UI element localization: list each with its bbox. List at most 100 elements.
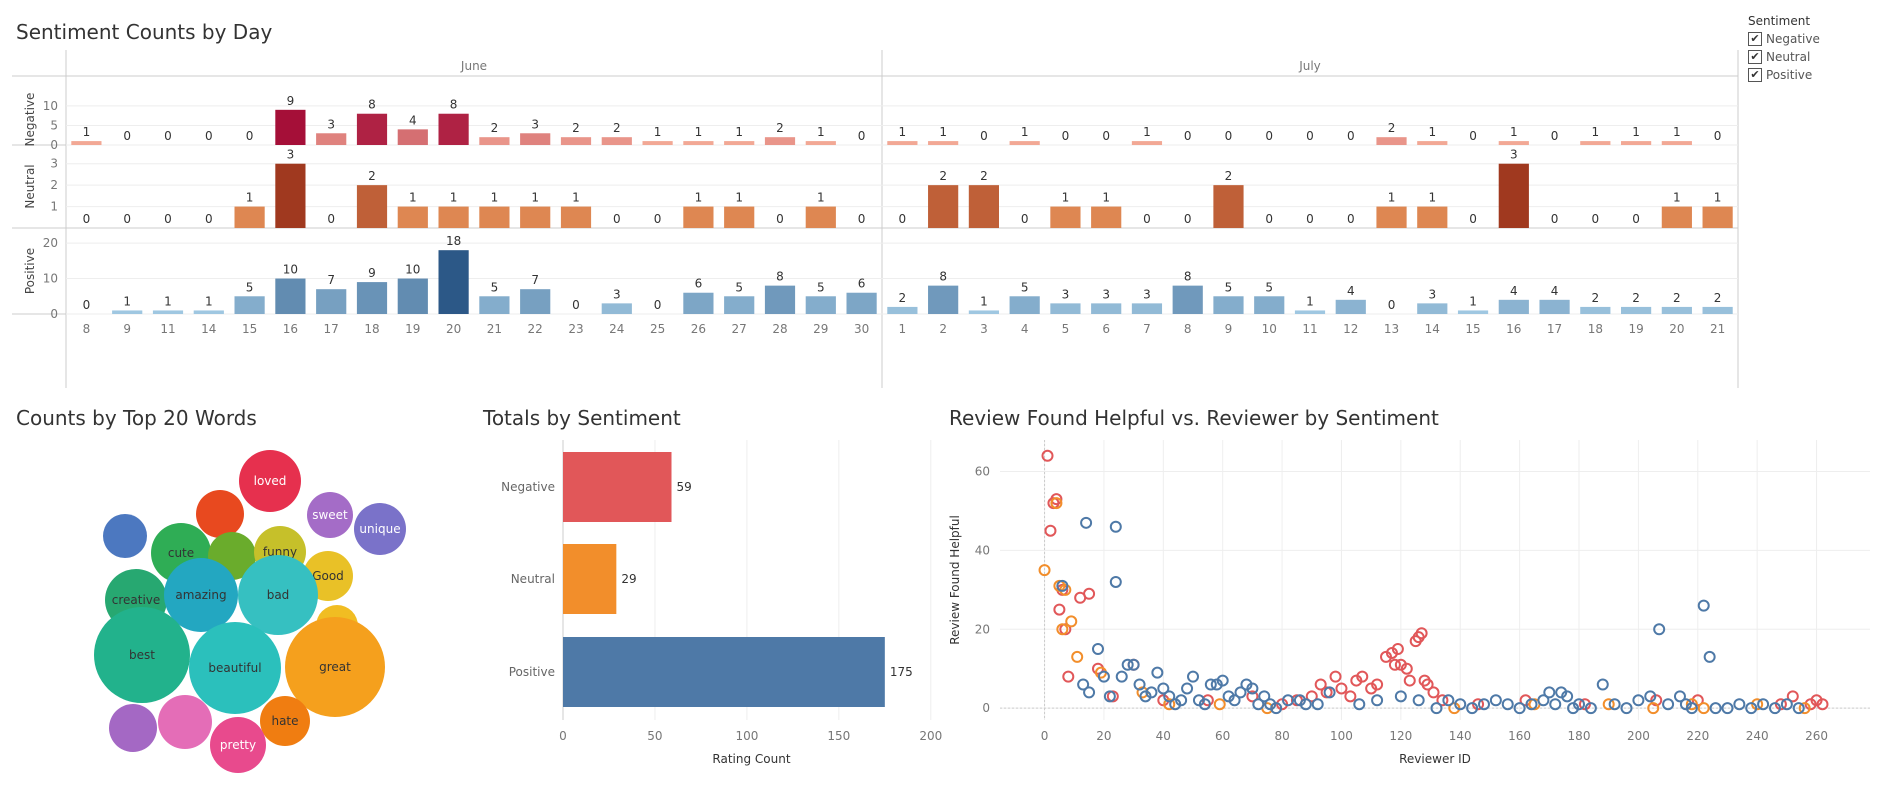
legend-label: Positive [1766, 68, 1813, 82]
data-label: 29 [621, 572, 636, 586]
point-positive [1204, 678, 1217, 691]
point-positive [1584, 702, 1597, 715]
point-negative [1044, 524, 1057, 537]
data-label: 8 [776, 270, 784, 284]
point-positive [1115, 670, 1128, 683]
bar-negative [438, 113, 469, 145]
legend-label: Negative [1766, 32, 1820, 46]
bar-positive [601, 303, 632, 314]
data-label: 1 [695, 125, 703, 139]
point-positive [1489, 694, 1502, 707]
point-positive [1077, 678, 1090, 691]
word-label: sweet [312, 508, 348, 522]
bar-positive [438, 250, 469, 314]
y-tick-label: 2 [50, 178, 58, 192]
bar-neutral [1417, 206, 1448, 228]
x-tick-label: 8 [1184, 322, 1192, 336]
word-bubble [94, 607, 190, 703]
point-positive [1151, 666, 1164, 679]
word-bubble [103, 514, 147, 558]
point-positive [1198, 698, 1211, 711]
y-tick-label: 0 [50, 138, 58, 152]
x-tick-label: 4 [1021, 322, 1029, 336]
data-label: 7 [531, 273, 539, 287]
bar-positive [520, 289, 551, 314]
checkbox-icon[interactable]: ✔ [1748, 32, 1762, 46]
x-tick-label: 29 [813, 322, 828, 336]
x-tick-label: 17 [324, 322, 339, 336]
bar-neutral [1091, 206, 1122, 228]
data-label: 0 [205, 129, 213, 143]
bar-negative [520, 133, 551, 145]
data-label: 0 [654, 298, 662, 312]
panel-label: Neutral [23, 164, 37, 208]
point-negative [1041, 449, 1054, 462]
word-bubble [210, 717, 266, 773]
data-label: 10 [405, 263, 420, 277]
data-label: 3 [1428, 287, 1436, 301]
point-positive [1549, 698, 1562, 711]
data-label: 3 [613, 287, 621, 301]
x-tick-label: 23 [568, 322, 583, 336]
bar-positive [1661, 306, 1692, 314]
point-negative [1436, 694, 1449, 707]
bar-positive [1131, 303, 1163, 314]
legend-item-negative[interactable]: ✔ Negative [1748, 30, 1820, 48]
point-positive [1258, 690, 1271, 703]
word-label: best [129, 648, 155, 662]
data-label: 1 [1714, 191, 1722, 205]
point-negative [1786, 690, 1799, 703]
bar-neutral [1702, 206, 1733, 228]
word-bubble [196, 490, 244, 538]
point-negative [1083, 587, 1096, 600]
y-tick-label: 0 [50, 307, 58, 321]
x-tick-label: 140 [1449, 729, 1472, 743]
point-positive [1246, 682, 1259, 695]
point-negative [1400, 662, 1413, 675]
point-positive [1685, 702, 1698, 715]
x-tick-label: 24 [609, 322, 624, 336]
bar-neutral [683, 206, 714, 228]
point-negative [1391, 643, 1404, 656]
point-positive [1097, 670, 1110, 683]
data-label: 0 [1632, 212, 1640, 226]
data-label: 2 [899, 291, 907, 305]
data-label: 0 [1265, 212, 1273, 226]
point-positive [1573, 698, 1586, 711]
data-label: 0 [205, 212, 213, 226]
data-label: 1 [1673, 191, 1681, 205]
checkbox-icon[interactable]: ✔ [1748, 68, 1762, 82]
data-label: 10 [283, 263, 298, 277]
point-positive [1442, 694, 1455, 707]
bar-neutral [356, 185, 388, 228]
point-negative [1415, 627, 1428, 640]
word-label: great [319, 660, 351, 674]
bar-neutral [1213, 185, 1244, 228]
x-tick-label: 40 [1156, 729, 1171, 743]
legend-item-neutral[interactable]: ✔ Neutral [1748, 48, 1820, 66]
data-label: 1 [1592, 125, 1600, 139]
bar-positive [1172, 285, 1203, 314]
data-label: 0 [1225, 129, 1233, 143]
y-tick-label: 0 [982, 701, 990, 715]
legend-item-positive[interactable]: ✔ Positive [1748, 66, 1820, 84]
data-label: 5 [817, 280, 825, 294]
data-label: 1 [1632, 125, 1640, 139]
bar-positive [316, 289, 347, 314]
data-label: 2 [491, 121, 499, 135]
word-bubble [307, 492, 353, 538]
x-tick-label: 0 [559, 729, 567, 743]
word-label: pretty [220, 738, 256, 752]
checkbox-icon[interactable]: ✔ [1748, 50, 1762, 64]
x-tick-label: 5 [1062, 322, 1070, 336]
data-label: 1 [123, 294, 131, 308]
data-label: 0 [83, 212, 91, 226]
x-tick-label: 10 [1262, 322, 1277, 336]
data-label: 0 [1469, 212, 1477, 226]
data-label: 0 [572, 298, 580, 312]
x-tick-label: 11 [1302, 322, 1317, 336]
data-label: 0 [1184, 212, 1192, 226]
data-label: 0 [1347, 129, 1355, 143]
bar-positive [1457, 310, 1489, 314]
x-tick-label: 150 [827, 729, 850, 743]
